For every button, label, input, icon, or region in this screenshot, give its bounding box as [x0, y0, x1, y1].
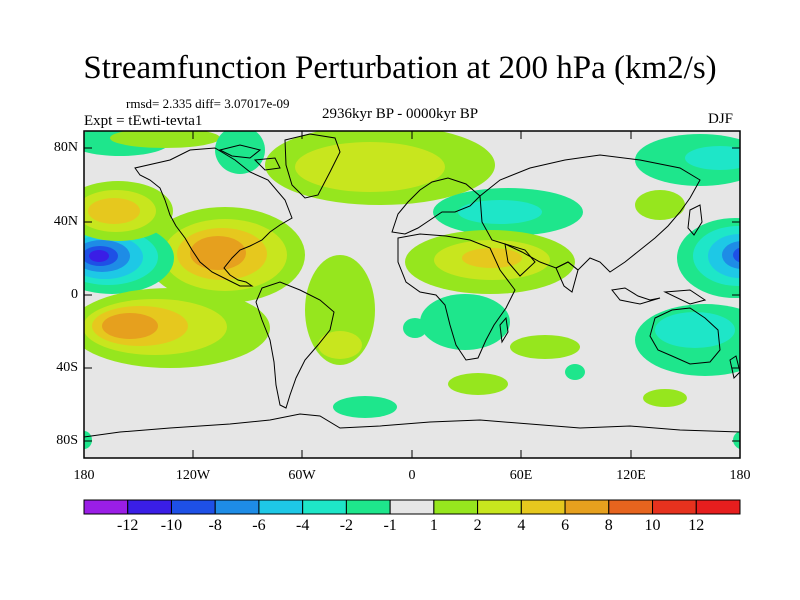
colorbar-box	[214, 499, 260, 515]
coast-asia	[479, 154, 701, 273]
lon-label-60w: 60W	[288, 468, 316, 483]
period-label: 2936kyr BP - 0000kyr BP	[322, 106, 479, 122]
season-label: DJF	[708, 111, 734, 127]
figure-title: Streamfunction Perturbation at 200 hPa (…	[83, 50, 717, 86]
coast-indonesia	[611, 287, 707, 305]
colorbar-box	[302, 499, 347, 515]
lat-label-40s: 40S	[56, 360, 78, 375]
anomaly-eurasia-negative	[433, 188, 583, 236]
experiment-label: Expt = tEwti-tevta1	[84, 113, 203, 129]
anomaly-north-america-positive	[145, 207, 305, 303]
coast-australia	[649, 307, 721, 365]
anomaly-south-atlantic-positive	[305, 255, 375, 365]
colorbar-label: -10	[160, 517, 183, 534]
colorbar-label: 12	[688, 517, 705, 534]
colorbar-label: 4	[517, 517, 526, 534]
anomaly-middle-east-positive	[405, 230, 575, 294]
lat-label-0: 0	[71, 287, 78, 302]
coast-arabia-india	[504, 243, 579, 293]
anomaly-southern-ocean	[84, 335, 740, 450]
lon-label-180-right: 180	[729, 468, 751, 483]
coast-north-america	[134, 147, 293, 287]
axis-ticks	[84, 131, 740, 458]
lat-label-80n: 80N	[53, 140, 78, 155]
colorbar-box	[127, 499, 172, 515]
coast-madagascar	[499, 316, 509, 344]
colorbar-box	[564, 499, 610, 515]
coast-africa	[397, 233, 516, 361]
colorbar-label: -1	[383, 517, 397, 534]
colorbar-box	[695, 499, 741, 515]
lon-label-60e: 60E	[509, 468, 533, 483]
colorbar-label: 6	[561, 517, 570, 534]
colorbar-box	[477, 499, 522, 515]
colorbar-box	[608, 499, 654, 515]
colorbar-label: -4	[295, 517, 310, 534]
colorbar-box	[652, 499, 697, 515]
colorbar-label: 8	[604, 517, 613, 534]
anomaly-south-pacific-positive	[84, 288, 270, 368]
colorbar-label: -8	[208, 517, 222, 534]
colorbar-box	[433, 499, 479, 515]
coast-arctic-islands	[218, 144, 281, 171]
colorbar-box	[258, 499, 304, 515]
colorbar-label: -2	[339, 517, 354, 534]
coast-new-zealand	[729, 355, 740, 379]
coast-antarctica	[84, 413, 740, 438]
anomaly-north-pacific-positive	[84, 181, 173, 241]
colorbar-label: -12	[117, 517, 139, 534]
colorbar	[83, 499, 741, 515]
contour-fields	[84, 131, 740, 450]
coast-south-america	[255, 281, 335, 409]
colorbar-label: 10	[644, 517, 661, 534]
lon-label-0: 0	[408, 468, 416, 483]
colorbar-label: 2	[473, 517, 482, 534]
colorbar-box	[345, 499, 391, 515]
anomaly-pacific-negative-right	[677, 218, 740, 298]
colorbar-box	[389, 499, 435, 515]
stats-label: rmsd= 2.335 diff= 3.07017e-09	[126, 96, 290, 111]
lon-label-180-left: 180	[73, 468, 95, 483]
colorbar-label: 1	[429, 517, 438, 534]
anomaly-high-latitude	[84, 131, 740, 220]
lon-label-120e: 120E	[616, 468, 646, 483]
colorbar-box	[170, 499, 216, 515]
colorbar-label: -6	[252, 517, 266, 534]
colorbar-box	[520, 499, 566, 515]
colorbar-box	[83, 499, 129, 515]
lat-label-40n: 40N	[53, 214, 78, 229]
coastlines	[84, 133, 740, 438]
lat-label-80s: 80S	[56, 433, 78, 448]
coast-greenland	[284, 133, 341, 199]
lon-label-120w: 120W	[175, 468, 211, 483]
coast-japan	[687, 204, 703, 236]
